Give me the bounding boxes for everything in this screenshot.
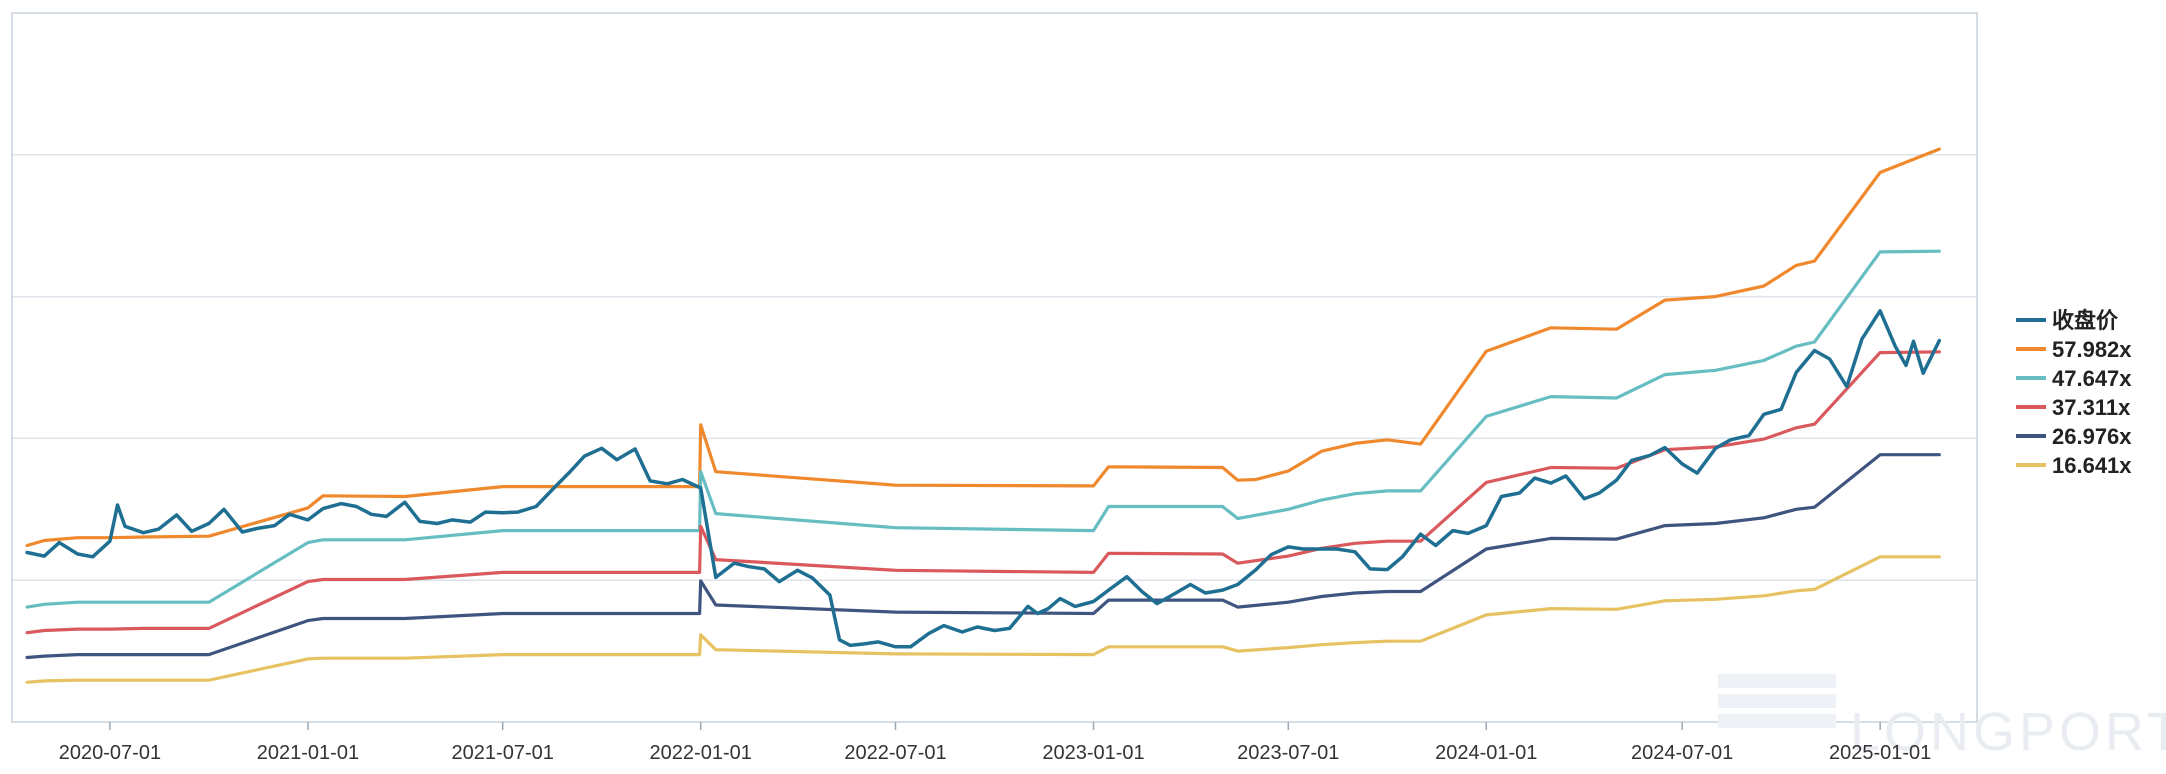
- series-line-1: [25, 147, 1941, 548]
- legend-item-2[interactable]: 47.647x: [2016, 366, 2132, 391]
- plot-frame: [11, 12, 1978, 723]
- legend-item-3[interactable]: 37.311x: [2016, 395, 2131, 420]
- x-tick-label: 2024-01-01: [1435, 742, 1537, 764]
- series-line-5: [25, 555, 1941, 684]
- legend-item-4[interactable]: 26.976x: [2016, 424, 2132, 449]
- legend[interactable]: 收盘价 57.982x 47.647x 37.311x 26.976x 16.641x: [2016, 308, 2132, 478]
- legend-label: 47.647x: [2052, 366, 2132, 391]
- x-tick-label: 2023-07-01: [1237, 742, 1339, 764]
- legend-label: 26.976x: [2052, 424, 2132, 449]
- legend-item-5[interactable]: 16.641x: [2016, 453, 2132, 478]
- legend-item-1[interactable]: 57.982x: [2016, 337, 2132, 362]
- x-tick-label: 2021-07-01: [452, 742, 554, 764]
- x-tick-label: 2023-01-01: [1042, 742, 1144, 764]
- watermark-logo-bar: [1718, 714, 1836, 728]
- legend-label: 57.982x: [2052, 337, 2132, 362]
- series-layer: [25, 147, 1942, 684]
- x-tick-label: 2022-01-01: [650, 742, 752, 764]
- series-line-0: [25, 309, 1942, 649]
- x-tick-label: 2024-07-01: [1631, 742, 1733, 764]
- x-tick-label: 2022-07-01: [844, 742, 946, 764]
- x-tick-label: 2021-01-01: [257, 742, 359, 764]
- series-line-2: [25, 249, 1941, 609]
- watermark-logo-bar: [1718, 694, 1836, 708]
- x-tick-label: 2020-07-01: [59, 742, 161, 764]
- watermark-text: LONGPORT: [1850, 702, 2166, 762]
- x-axis: 2020-07-01 2021-01-01 2021-07-01 2022-01-01…: [59, 722, 1931, 764]
- series-line-4: [25, 453, 1941, 660]
- legend-label: 16.641x: [2052, 453, 2132, 478]
- watermark-logo-bar: [1718, 674, 1836, 688]
- watermark: LONGPORT: [1718, 674, 2166, 762]
- series-line-3: [25, 350, 1941, 635]
- legend-label: 收盘价: [2052, 308, 2119, 333]
- legend-label: 37.311x: [2052, 395, 2131, 420]
- legend-item-0[interactable]: 收盘价: [2016, 308, 2119, 333]
- x-tick-label: 2025-01-01: [1829, 742, 1931, 764]
